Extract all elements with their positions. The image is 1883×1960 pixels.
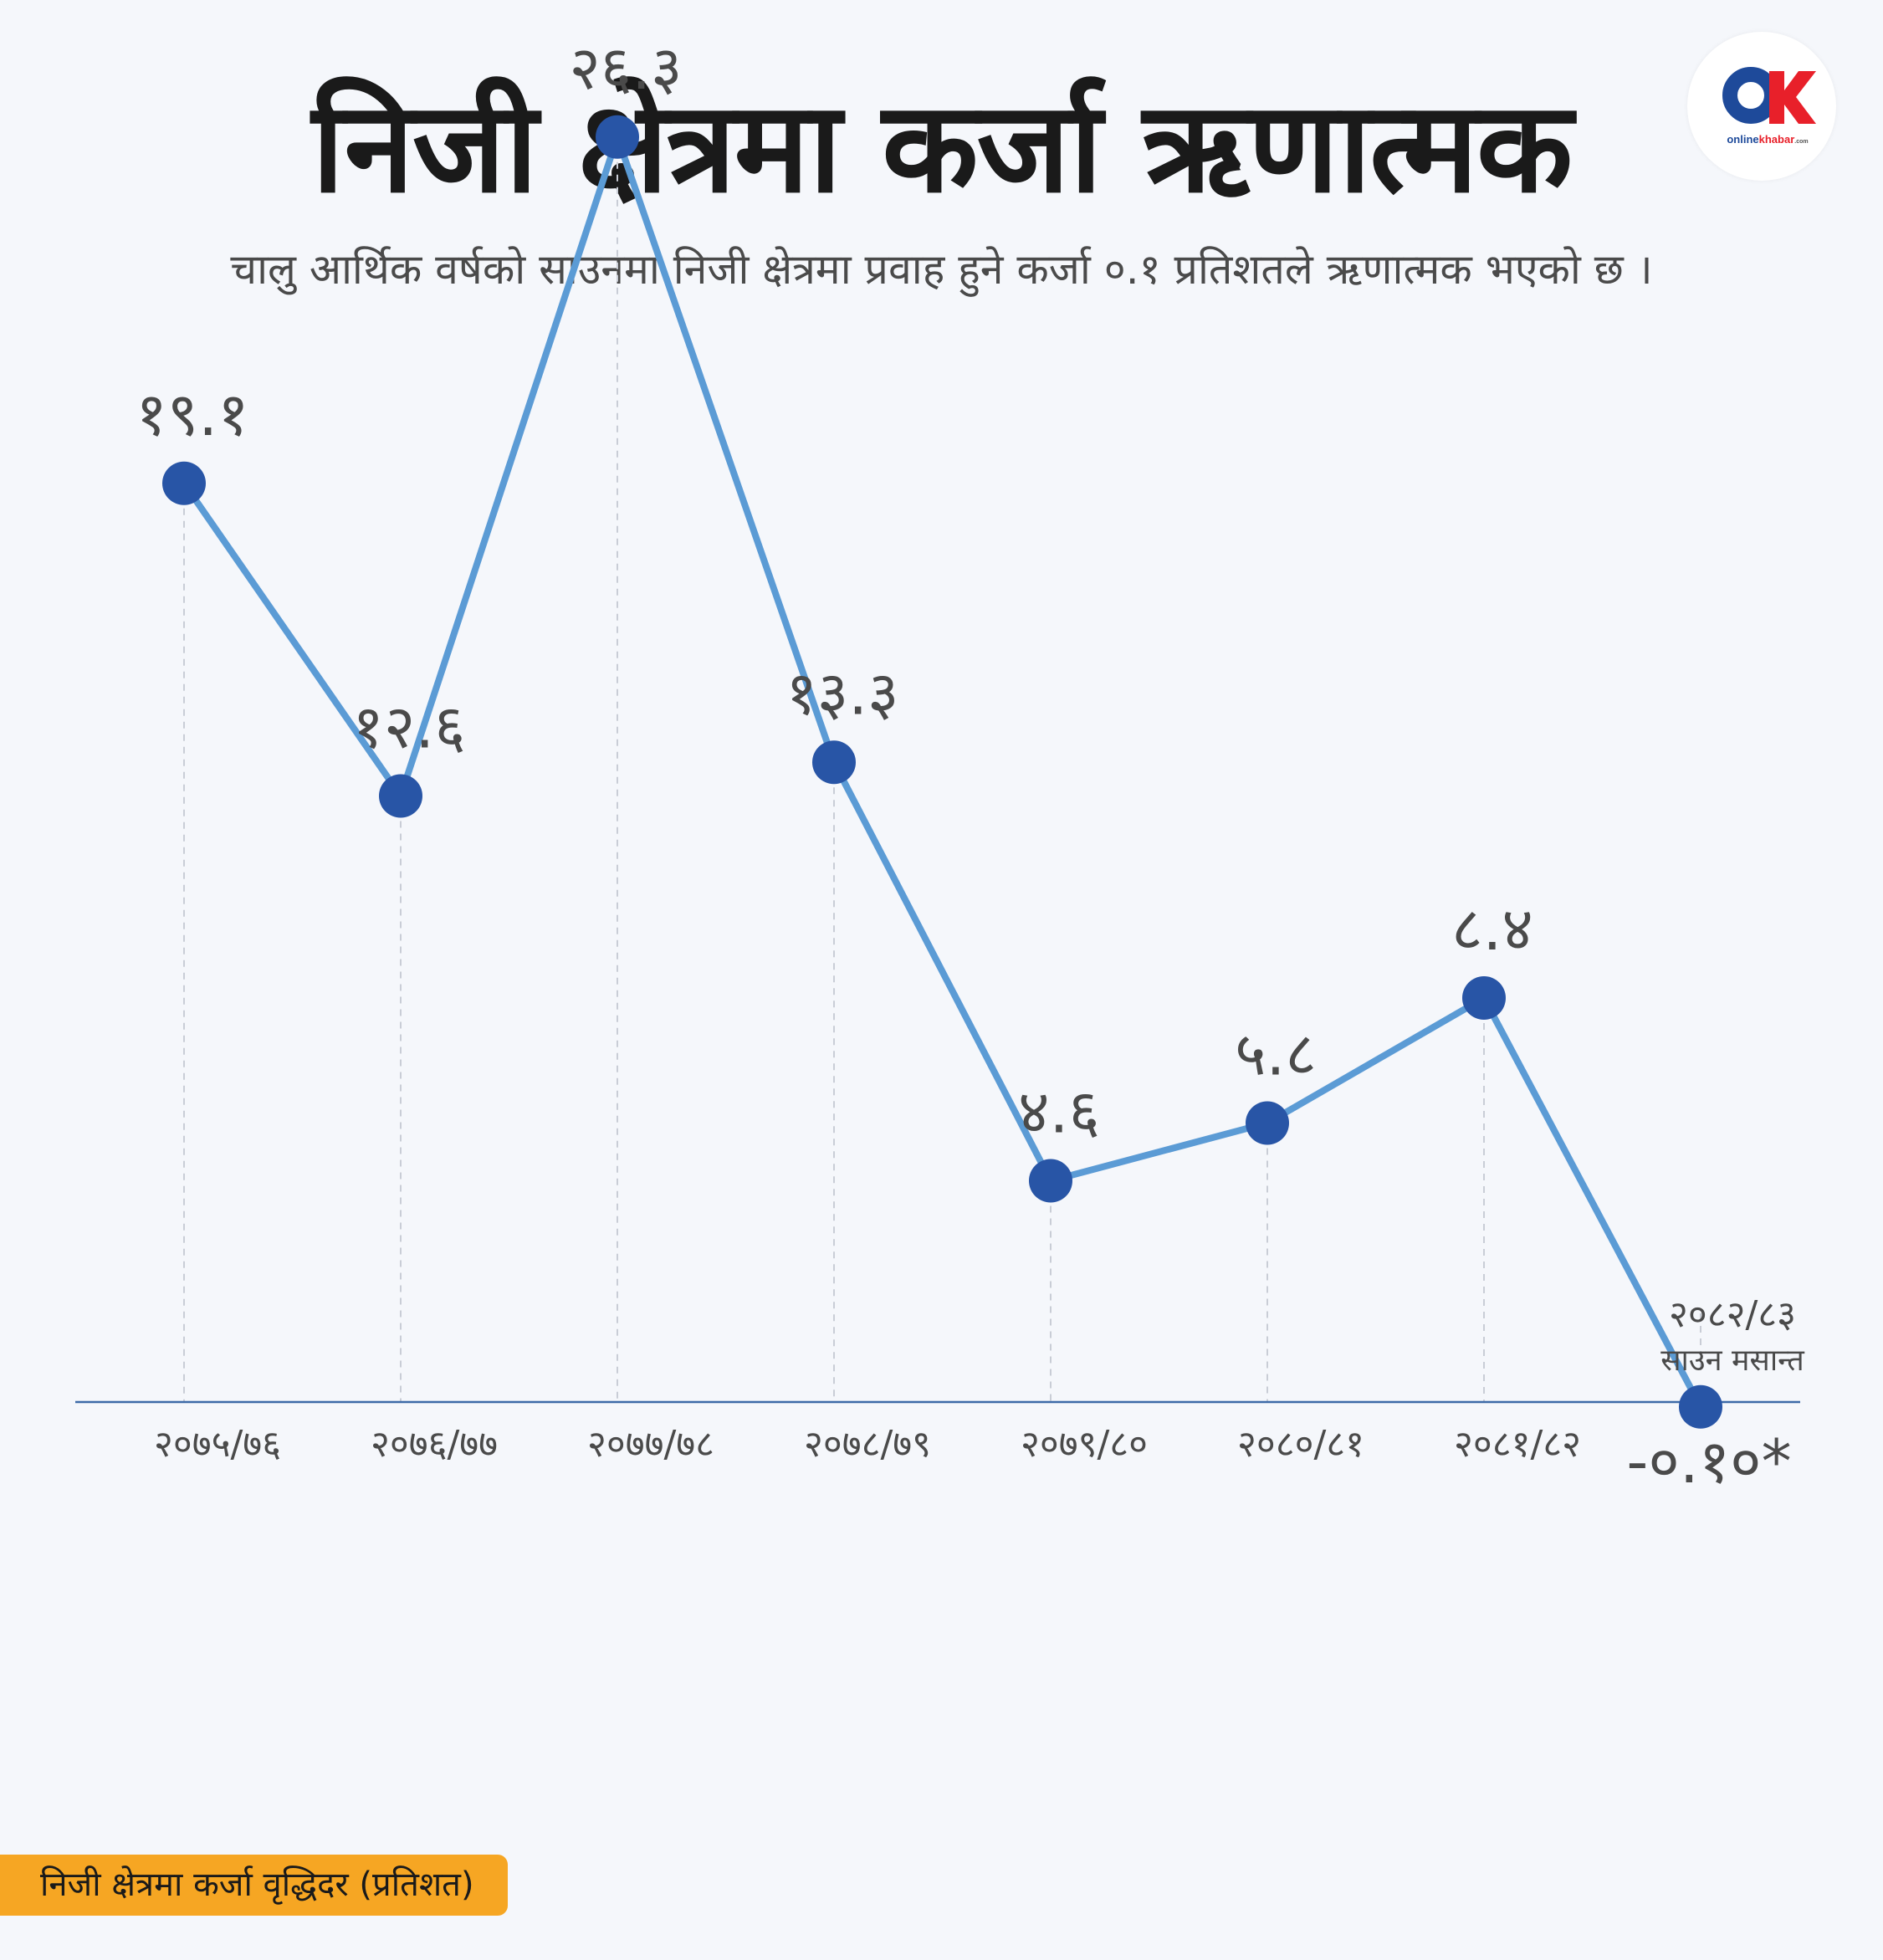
legend: निजी क्षेत्रमा कर्जा वृद्धिदर (प्रतिशत) (0, 1855, 508, 1916)
x-tick-label: २०७५/७६ (154, 1423, 281, 1466)
onlinekhabar-logo: onlinekhabar.com (1687, 32, 1836, 181)
data-point (162, 461, 206, 505)
data-point (812, 740, 856, 785)
data-point (1246, 1101, 1289, 1145)
x-tick-label: २०८०/८१ (1237, 1423, 1364, 1466)
chart-subtitle: चालु आर्थिक वर्षको साउनमा निजी क्षेत्रमा… (230, 245, 1653, 294)
data-point (596, 115, 639, 159)
data-label: -०.१०* (1626, 1426, 1791, 1497)
x-tick-note: साउन मसान्त (1660, 1343, 1805, 1378)
x-tick-label: २०८२/८३ (1669, 1293, 1796, 1336)
x-tick-label: २०७८/७९ (804, 1423, 931, 1466)
series-line (181, 133, 1704, 1410)
data-label: १३.३ (785, 658, 898, 728)
data-label: ५.८ (1235, 1019, 1317, 1089)
data-point (1679, 1384, 1722, 1429)
data-point (379, 774, 422, 818)
legend-label: निजी क्षेत्रमा कर्जा वृद्धिदर (प्रतिशत) (40, 1865, 474, 1904)
data-point (1462, 976, 1506, 1020)
data-label: १२.६ (352, 692, 465, 762)
x-tick-label: २०८१/८२ (1454, 1423, 1581, 1466)
x-tick-label: २०७९/८० (1021, 1423, 1148, 1466)
x-tick-label: २०७७/७८ (587, 1423, 714, 1466)
data-label: ८.४ (1451, 893, 1533, 964)
ok-logo-icon: onlinekhabar.com (1722, 67, 1816, 146)
chart-title: निजी क्षेत्रमा कर्जा ऋणात्मक (311, 75, 1573, 221)
data-label: ४.६ (1018, 1077, 1100, 1147)
data-label: २६.३ (569, 33, 682, 103)
data-label: १९.१ (136, 379, 248, 449)
logo-wordmark: onlinekhabar.com (1727, 133, 1808, 146)
x-tick-label: २०७६/७७ (371, 1423, 498, 1466)
data-point (1029, 1159, 1072, 1203)
